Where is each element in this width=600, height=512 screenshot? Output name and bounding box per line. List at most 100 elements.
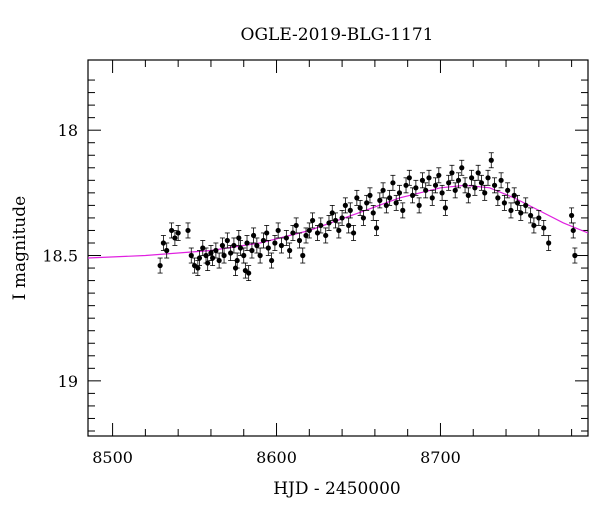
data-point xyxy=(303,232,309,239)
data-point xyxy=(318,222,324,229)
data-point xyxy=(347,207,353,213)
data-point xyxy=(409,192,416,198)
data-point xyxy=(314,230,321,236)
data-point xyxy=(234,257,240,264)
data-point xyxy=(465,192,471,198)
data-point xyxy=(413,185,419,191)
data-point xyxy=(485,175,491,181)
plot-area xyxy=(87,59,589,437)
data-point xyxy=(459,165,465,171)
plot-frame xyxy=(87,59,589,437)
data-point xyxy=(172,235,178,241)
data-point xyxy=(246,270,252,276)
data-point xyxy=(488,157,494,163)
data-point xyxy=(275,227,281,234)
data-point xyxy=(380,187,386,193)
data-point xyxy=(350,230,357,236)
data-point xyxy=(478,180,485,186)
data-point xyxy=(241,252,247,259)
data-layer xyxy=(88,152,588,281)
data-point xyxy=(387,195,393,201)
data-point xyxy=(400,207,406,213)
data-point xyxy=(406,175,412,181)
data-point xyxy=(254,242,260,249)
data-point xyxy=(383,202,389,208)
x-tick-label: 8700 xyxy=(420,448,461,467)
data-point xyxy=(185,227,191,234)
data-point xyxy=(469,175,475,181)
data-point xyxy=(326,220,332,226)
data-point xyxy=(323,232,329,239)
data-point xyxy=(175,230,181,236)
x-axis-label: HJD - 2450000 xyxy=(273,479,401,499)
data-point xyxy=(370,210,376,216)
data-point xyxy=(419,177,426,183)
data-point xyxy=(511,192,517,198)
data-point xyxy=(439,190,445,196)
data-point xyxy=(570,227,576,234)
x-tick-label: 8600 xyxy=(256,448,297,467)
data-point xyxy=(423,187,429,193)
data-point xyxy=(508,207,514,213)
data-point xyxy=(290,230,296,236)
data-point xyxy=(442,205,448,211)
data-point xyxy=(309,217,316,224)
y-axis-label: I magnitude xyxy=(10,196,30,300)
chart-title: OGLE-2019-BLG-1171 xyxy=(241,25,434,45)
data-point xyxy=(416,202,422,208)
data-point xyxy=(231,242,237,249)
data-point xyxy=(250,232,257,239)
data-point xyxy=(213,247,219,254)
data-point xyxy=(221,252,227,259)
data-point xyxy=(360,215,367,221)
data-point xyxy=(455,177,462,183)
data-point xyxy=(528,212,534,219)
data-point xyxy=(491,182,498,188)
data-point xyxy=(164,247,170,254)
data-point xyxy=(452,187,458,193)
data-point xyxy=(523,202,529,208)
data-point xyxy=(426,175,432,181)
x-tick-label: 8500 xyxy=(92,448,133,467)
data-point xyxy=(339,215,345,221)
data-point xyxy=(472,185,478,191)
data-point xyxy=(188,252,194,259)
data-point xyxy=(396,190,403,196)
data-point xyxy=(329,210,335,216)
data-point xyxy=(332,217,339,224)
y-tick-label: 19 xyxy=(58,372,78,391)
data-point xyxy=(260,237,267,244)
data-point xyxy=(446,180,452,186)
model-curve xyxy=(88,184,588,259)
data-point xyxy=(157,262,163,269)
data-point xyxy=(354,195,360,201)
data-point xyxy=(449,170,455,176)
data-point xyxy=(393,200,399,206)
data-point xyxy=(541,225,547,231)
data-point xyxy=(518,210,524,216)
data-point xyxy=(475,170,481,176)
data-point xyxy=(501,200,507,206)
data-point xyxy=(237,245,244,251)
data-point xyxy=(569,212,575,219)
data-point xyxy=(269,257,275,264)
data-point xyxy=(219,242,226,249)
data-point xyxy=(236,235,242,241)
data-point xyxy=(432,182,439,188)
data-point xyxy=(257,252,263,259)
data-point xyxy=(572,252,578,259)
data-point xyxy=(367,192,373,198)
data-point xyxy=(462,182,468,188)
data-point xyxy=(283,235,289,241)
data-point xyxy=(264,230,270,236)
data-point xyxy=(377,197,383,203)
data-point xyxy=(306,227,312,234)
y-tick-label: 18 xyxy=(58,121,78,140)
data-point xyxy=(293,222,299,229)
data-point xyxy=(287,247,293,254)
data-point xyxy=(228,250,234,256)
data-point xyxy=(536,215,542,221)
data-point xyxy=(336,227,342,234)
data-point xyxy=(495,195,501,201)
